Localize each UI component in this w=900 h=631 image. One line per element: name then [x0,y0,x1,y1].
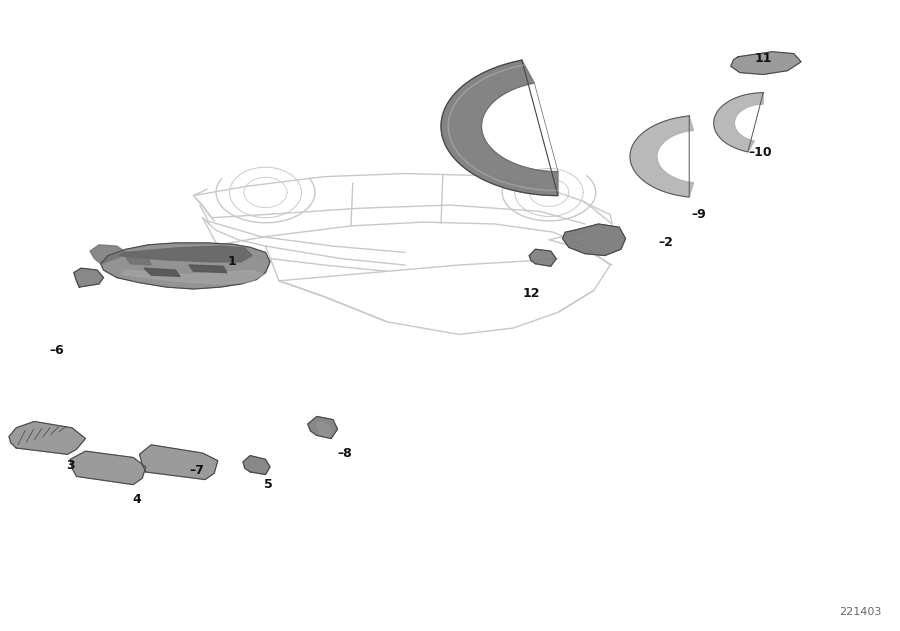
Text: –7: –7 [189,464,204,476]
Text: 3: 3 [66,459,75,472]
Text: 5: 5 [264,478,273,491]
Text: 221403: 221403 [840,607,882,617]
Polygon shape [90,245,126,264]
Polygon shape [189,265,227,273]
Polygon shape [9,422,86,454]
Polygon shape [144,268,180,276]
Polygon shape [119,246,252,262]
Polygon shape [70,451,146,485]
Text: 4: 4 [132,493,141,506]
Text: –9: –9 [691,208,706,221]
Text: –8: –8 [338,447,352,459]
Polygon shape [714,93,763,152]
Polygon shape [630,116,693,197]
Polygon shape [243,456,270,475]
Polygon shape [441,60,558,196]
Polygon shape [74,268,104,287]
Polygon shape [731,52,801,74]
Text: 12: 12 [522,287,540,300]
Polygon shape [308,416,338,439]
Text: 1: 1 [228,256,237,268]
Text: –6: –6 [50,344,64,357]
Polygon shape [101,243,270,289]
Polygon shape [529,249,556,266]
Text: –10: –10 [749,146,772,159]
Text: 11: 11 [754,52,772,64]
Polygon shape [122,270,264,284]
Polygon shape [562,224,626,256]
Polygon shape [126,257,151,265]
Polygon shape [140,445,218,480]
Text: –2: –2 [659,237,674,249]
Polygon shape [317,422,331,437]
